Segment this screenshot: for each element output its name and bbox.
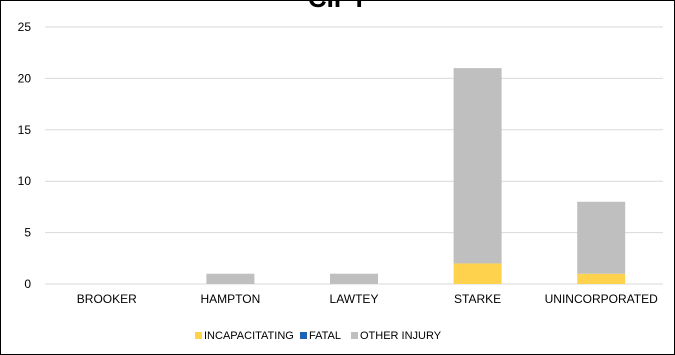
x-tick-label: BROOKER <box>77 292 137 306</box>
x-tick-label: LAWTEY <box>330 292 379 306</box>
bar-segment <box>453 68 502 264</box>
bar-segment <box>330 273 378 284</box>
x-tick-label: HAMPTON <box>201 292 261 306</box>
legend-swatch <box>300 332 307 339</box>
y-tick-label: 25 <box>18 20 32 34</box>
legend-label: INCAPACITATING <box>204 330 294 342</box>
y-tick-label: 0 <box>24 277 31 291</box>
y-tick-label: 20 <box>18 71 32 85</box>
y-tick-label: 15 <box>18 123 32 137</box>
legend-label: FATAL <box>309 330 341 342</box>
y-tick-label: 10 <box>18 174 32 188</box>
y-tick-label: 5 <box>24 226 31 240</box>
chart-title: CIPT <box>1 1 674 14</box>
legend-label: OTHER INJURY <box>360 330 442 342</box>
legend-swatch <box>195 332 202 339</box>
bar-segment <box>577 201 626 274</box>
x-tick-label: STARKE <box>454 292 501 306</box>
bar-segment <box>453 263 502 284</box>
bar-segment <box>206 273 255 284</box>
legend-swatch <box>351 332 358 339</box>
bar-segment <box>577 273 626 284</box>
x-tick-label: UNINCORPORATED <box>545 292 658 306</box>
